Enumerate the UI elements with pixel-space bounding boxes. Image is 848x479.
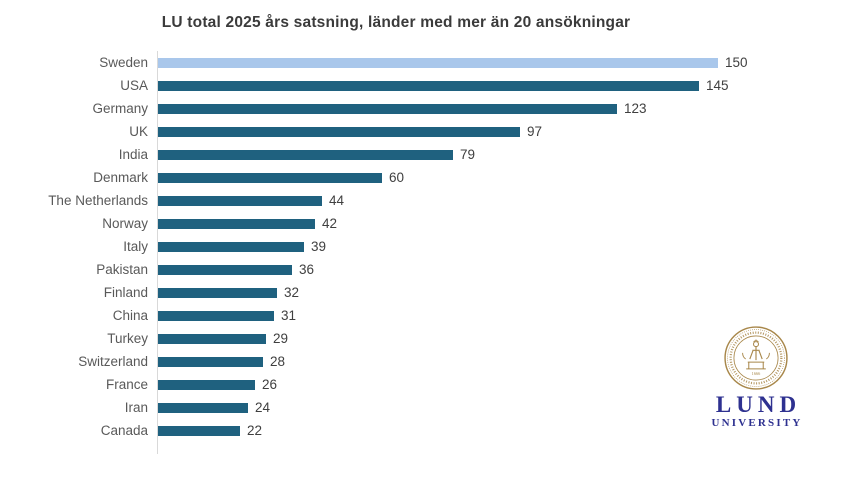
- category-label: Sweden: [99, 55, 148, 70]
- chart-row: China 31: [0, 304, 798, 327]
- value-label: 60: [389, 170, 405, 185]
- bar: [158, 172, 382, 183]
- value-label: 26: [262, 377, 278, 392]
- chart-row: Turkey 29: [0, 327, 798, 350]
- bar: [158, 57, 718, 68]
- bar: [158, 379, 255, 390]
- bar-track: 39: [157, 235, 798, 258]
- bar: [158, 287, 277, 298]
- chart-row: Germany 123: [0, 97, 798, 120]
- chart-row: Switzerland 28: [0, 350, 798, 373]
- category-label: Iran: [124, 400, 148, 415]
- chart-row: India 79: [0, 143, 798, 166]
- value-label: 36: [299, 262, 315, 277]
- category-label: Switzerland: [78, 354, 148, 369]
- bar: [158, 333, 266, 344]
- value-label: 39: [311, 239, 327, 254]
- bar-track: 42: [157, 212, 798, 235]
- bar-track: 28: [157, 350, 798, 373]
- bar-chart: Sweden 150 USA 145 Germany 123 UK: [0, 51, 798, 454]
- bar-track: 150: [157, 51, 798, 74]
- category-label: USA: [120, 78, 148, 93]
- category-label: Pakistan: [96, 262, 148, 277]
- chart-row: UK 97: [0, 120, 798, 143]
- chart-row: Norway 42: [0, 212, 798, 235]
- category-label: Germany: [92, 101, 148, 116]
- bar-track: 123: [157, 97, 798, 120]
- chart-rows: Sweden 150 USA 145 Germany 123 UK: [0, 51, 798, 442]
- value-label: 29: [273, 331, 289, 346]
- bar: [158, 310, 274, 321]
- bar-track: 145: [157, 74, 798, 97]
- value-label: 31: [281, 308, 297, 323]
- chart-row: Pakistan 36: [0, 258, 798, 281]
- bar: [158, 264, 292, 275]
- category-label: The Netherlands: [48, 193, 148, 208]
- chart-row: The Netherlands 44: [0, 189, 798, 212]
- bar: [158, 80, 699, 91]
- category-label: France: [105, 377, 148, 392]
- value-label: 97: [527, 124, 543, 139]
- chart-row: USA 145: [0, 74, 798, 97]
- bar: [158, 195, 322, 206]
- bar: [158, 218, 315, 229]
- value-label: 123: [624, 101, 647, 116]
- bar: [158, 103, 617, 114]
- bar-track: 44: [157, 189, 798, 212]
- value-label: 79: [460, 147, 476, 162]
- value-label: 24: [255, 400, 271, 415]
- bar: [158, 149, 453, 160]
- logo-subname: UNIVERSITY: [711, 417, 803, 429]
- category-label: UK: [129, 124, 148, 139]
- bar: [158, 425, 240, 436]
- chart-title: LU total 2025 års satsning, länder med m…: [161, 14, 631, 31]
- seal-year: 1666: [752, 371, 761, 376]
- chart-row: France 26: [0, 373, 798, 396]
- category-label: Canada: [100, 423, 148, 438]
- bar: [158, 241, 304, 252]
- category-label: Italy: [123, 239, 148, 254]
- bar-track: 26: [157, 373, 798, 396]
- category-label: Denmark: [93, 170, 148, 185]
- category-label: Turkey: [107, 331, 148, 346]
- bar-track: 97: [157, 120, 798, 143]
- bar-track: 31: [157, 304, 798, 327]
- bar-track: 32: [157, 281, 798, 304]
- bar-track: 79: [157, 143, 798, 166]
- bar-track: 36: [157, 258, 798, 281]
- bar: [158, 356, 263, 367]
- bar-track: 22: [157, 419, 798, 442]
- logo-name: LUND: [715, 392, 802, 417]
- category-label: Finland: [103, 285, 148, 300]
- value-label: 145: [706, 78, 729, 93]
- chart-row: Canada 22: [0, 419, 798, 442]
- bar-track: 24: [157, 396, 798, 419]
- value-label: 150: [725, 55, 748, 70]
- value-label: 44: [329, 193, 345, 208]
- value-label: 32: [284, 285, 300, 300]
- y-axis-line: [157, 442, 168, 454]
- bar: [158, 126, 520, 137]
- chart-row: Sweden 150: [0, 51, 798, 74]
- bar: [158, 402, 248, 413]
- category-label: Norway: [102, 216, 148, 231]
- chart-row: Finland 32: [0, 281, 798, 304]
- value-label: 22: [247, 423, 263, 438]
- chart-row: Italy 39: [0, 235, 798, 258]
- chart-row: Denmark 60: [0, 166, 798, 189]
- value-label: 28: [270, 354, 286, 369]
- category-label: China: [112, 308, 148, 323]
- value-label: 42: [322, 216, 338, 231]
- lund-university-logo: 1666 LUND UNIVERSITY: [703, 325, 809, 430]
- university-seal-icon: 1666: [724, 326, 788, 390]
- bar-track: 29: [157, 327, 798, 350]
- chart-row: Iran 24: [0, 396, 798, 419]
- bar-track: 60: [157, 166, 798, 189]
- category-label: India: [118, 147, 148, 162]
